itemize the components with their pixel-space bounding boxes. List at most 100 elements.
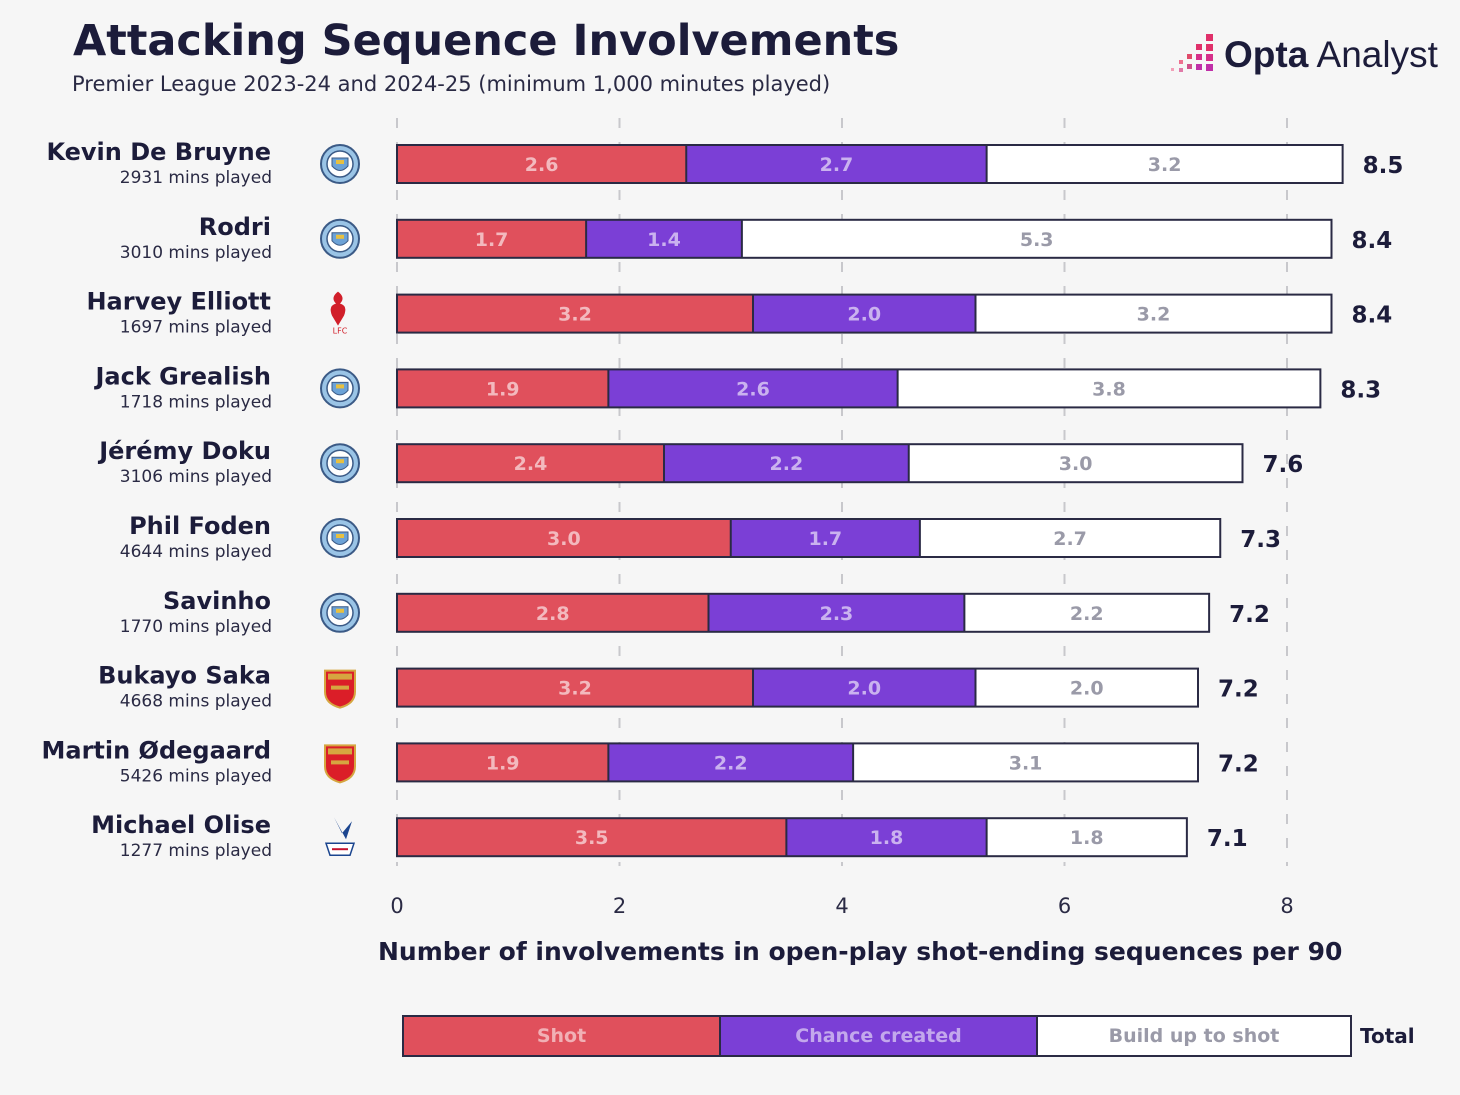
segment-value-label: 3.2 [1148,154,1182,176]
total-value-label: 8.3 [1340,377,1381,403]
bar-chance-created [730,519,920,557]
segment-value-label: 3.8 [1092,378,1126,400]
x-tick-label: 8 [1280,894,1293,918]
minutes-played: 1277 mins played [120,841,272,861]
manchester-city-badge [320,592,360,633]
segment-value-label: 2.6 [525,154,559,176]
bar-chance-created [608,743,854,782]
legend: Shot Chance created Build up to shot [402,1015,1352,1057]
bar-build-up [975,668,1198,707]
segment-value-label: 1.8 [1070,827,1104,849]
bar-chance-created [708,593,965,632]
segment-value-label: 3.1 [1009,752,1043,774]
segment-value-label: 1.7 [475,229,509,251]
player-name: Rodri [199,213,271,241]
bar-build-up [853,743,1198,782]
minutes-played: 4668 mins played [120,692,272,712]
manchester-city-badge [320,144,360,184]
bar-shot [397,519,731,557]
legend-chance-created: Chance created [721,1017,1038,1055]
minutes-played: 1697 mins played [120,318,272,338]
player-name: Savinho [163,587,271,615]
player-name: Jack Grealish [94,362,272,390]
x-tick-label: 4 [835,894,848,918]
segment-value-label: 3.5 [575,827,609,849]
minutes-played: 2931 mins played [120,168,272,188]
segment-value-label: 1.8 [870,827,904,849]
bar-build-up [964,593,1210,632]
bar-outline [396,667,1199,708]
segment-value-label: 2.0 [847,678,881,700]
bar-shot [397,743,609,782]
bar-build-up [908,444,1243,483]
bar-shot [397,444,664,483]
bar-shot [397,145,687,183]
segment-value-label: 5.3 [1020,229,1054,251]
segment-value-label: 2.8 [536,603,570,625]
bar-chance-created [586,219,742,258]
segment-value-label: 1.9 [486,378,520,400]
minutes-played: 1718 mins played [120,392,272,412]
arsenal-badge [324,744,356,784]
bar-shot [397,294,753,333]
segment-value-label: 2.7 [820,154,854,176]
segment-value-label: 3.0 [1059,453,1093,475]
segment-value-label: 2.7 [1053,528,1087,550]
segment-value-label: 2.0 [1070,678,1104,700]
logo-text-bold: Opta [1224,34,1309,75]
segment-value-label: 1.4 [647,229,681,251]
bar-shot [397,668,753,707]
total-value-label: 7.2 [1218,677,1259,703]
total-value-label: 8.4 [1352,303,1393,329]
bar-build-up [897,369,1321,408]
bar-outline [396,742,1199,783]
segment-value-label: 1.7 [808,528,842,550]
total-value-label: 7.2 [1229,602,1270,628]
bar-chance-created [686,145,987,183]
svg-text:LFC: LFC [333,327,348,336]
segment-value-label: 2.2 [1070,603,1104,625]
bar-shot [397,593,709,632]
bar-build-up [919,519,1221,557]
segment-value-label: 2.2 [714,752,748,774]
bar-chance-created [753,668,976,707]
opta-dots-icon [1171,34,1213,72]
segment-value-label: 2.6 [736,378,770,400]
logo-text-light: Analyst [1308,34,1438,75]
legend-shot: Shot [404,1017,721,1055]
arsenal-badge [324,669,356,709]
bar-chance-created [753,294,976,333]
minutes-played: 3106 mins played [120,467,272,487]
bar-outline [396,592,1211,633]
bar-build-up [986,818,1187,857]
total-value-label: 8.5 [1363,153,1404,179]
player-name: Bukayo Saka [98,662,271,690]
chart-subtitle: Premier League 2023-24 and 2024-25 (mini… [72,72,831,96]
total-value-label: 7.2 [1218,751,1259,777]
segment-value-label: 2.2 [770,453,804,475]
player-name: Michael Olise [91,811,271,839]
liverpool-badge: LFC [330,291,348,336]
bar-outline [396,144,1344,184]
player-name: Harvey Elliott [86,288,271,316]
bar-shot [397,369,609,408]
bar-outline [396,443,1244,484]
total-value-label: 7.6 [1263,452,1304,478]
player-name: Martin Ødegaard [42,736,272,764]
bar-chance-created [786,818,987,857]
crystal-palace-badge [324,817,356,856]
minutes-played: 1770 mins played [120,617,272,637]
logo-text: Opta Analyst [1224,34,1438,76]
manchester-city-badge [320,443,360,484]
bar-build-up [741,219,1332,258]
bar-outline [396,518,1222,558]
bar-outline [396,817,1188,858]
bar-outline [396,368,1322,409]
bar-shot [397,818,787,857]
bar-build-up [975,294,1332,333]
segment-value-label: 2.4 [514,453,548,475]
segment-value-label: 3.0 [547,528,581,550]
manchester-city-badge [320,518,360,558]
opta-analyst-logo: Opta Analyst [1166,30,1438,82]
legend-build-up: Build up to shot [1038,1017,1350,1055]
